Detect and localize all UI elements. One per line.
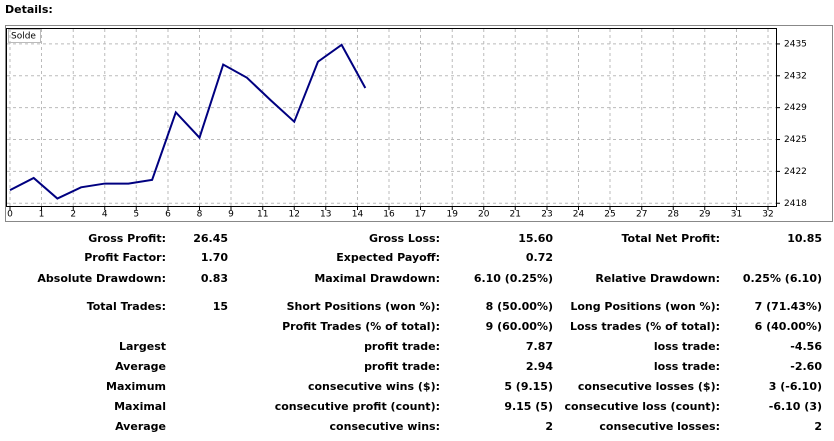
x-tick-label: 8 (197, 210, 203, 220)
cell-value: 15.60 (518, 232, 553, 245)
x-tick-label: 32 (762, 210, 773, 220)
x-tick-label: 28 (668, 210, 680, 220)
cell-value: -4.56 (790, 340, 822, 353)
x-tick-label: 19 (447, 210, 459, 220)
plot-area (6, 28, 777, 207)
cell-label: consecutive wins ($): (308, 380, 440, 393)
cell-label: Average (115, 420, 166, 433)
y-tick-label: 2418 (784, 199, 807, 209)
cell-value: 6.10 (0.25%) (474, 272, 553, 285)
cell-value: 0.83 (201, 272, 228, 285)
cell-label: Total Trades: (87, 300, 166, 313)
cell-label: consecutive losses: (599, 420, 720, 433)
cell-label: Long Positions (won %): (570, 300, 720, 313)
x-tick-label: 25 (604, 210, 615, 220)
cell-value: 0.25% (6.10) (743, 272, 822, 285)
x-tick-label: 21 (510, 210, 521, 220)
cell-value: 9 (60.00%) (486, 320, 553, 333)
x-tick-label: 13 (320, 210, 331, 220)
cell-value: 0.72 (526, 251, 553, 264)
cell-value: 3 (-6.10) (769, 380, 822, 393)
cell-value: 15 (213, 300, 228, 313)
x-tick-label: 17 (415, 210, 426, 220)
cell-label: consecutive profit (count): (275, 400, 440, 413)
cell-label: Largest (119, 340, 166, 353)
x-tick-label: 2 (70, 210, 76, 220)
cell-label: Average (115, 360, 166, 373)
y-tick-label: 2432 (784, 71, 807, 81)
cell-label: consecutive wins: (330, 420, 440, 433)
cell-value: 2 (545, 420, 553, 433)
x-tick-label: 12 (289, 210, 300, 220)
x-tick-label: 14 (352, 210, 364, 220)
cell-value: 26.45 (193, 232, 228, 245)
cell-label: Total Net Profit: (622, 232, 721, 245)
cell-label: Gross Loss: (369, 232, 440, 245)
x-tick-label: 23 (541, 210, 552, 220)
cell-label: Short Positions (won %): (287, 300, 440, 313)
cell-label: consecutive losses ($): (578, 380, 720, 393)
cell-value: 10.85 (787, 232, 822, 245)
x-tick-label: 4 (102, 210, 108, 220)
cell-value: 2 (814, 420, 822, 433)
x-tick-label: 20 (478, 210, 490, 220)
cell-label: Gross Profit: (88, 232, 166, 245)
balance-line (9, 43, 367, 200)
cell-label: loss trade: (654, 340, 720, 353)
cell-label: Maximum (106, 380, 166, 393)
cell-label: Relative Drawdown: (595, 272, 720, 285)
x-tick-label: 24 (573, 210, 585, 220)
x-tick-label: 9 (228, 210, 234, 220)
x-tick-label: 0 (7, 210, 13, 220)
cell-value: 7.87 (526, 340, 553, 353)
x-tick-label: 27 (636, 210, 647, 220)
cell-label: consecutive loss (count): (565, 400, 720, 413)
cell-label: Absolute Drawdown: (37, 272, 166, 285)
cell-label: Profit Trades (% of total): (282, 320, 440, 333)
cell-value: -2.60 (790, 360, 822, 373)
cell-label: Profit Factor: (84, 251, 166, 264)
legend-box (8, 29, 41, 43)
cell-label: Maximal Drawdown: (314, 272, 440, 285)
cell-label: loss trade: (654, 360, 720, 373)
cell-label: Maximal (114, 400, 166, 413)
cell-value: -6.10 (3) (769, 400, 822, 413)
x-tick-label: 1 (39, 210, 45, 220)
cell-value: 9.15 (5) (504, 400, 553, 413)
x-tick-label: 11 (257, 210, 268, 220)
x-tick-label: 6 (165, 210, 171, 220)
x-tick-label: 29 (699, 210, 711, 220)
cell-label: Expected Payoff: (336, 251, 440, 264)
y-tick-label: 2435 (784, 39, 807, 49)
legend-label: Solde (11, 32, 36, 42)
details-title: Details: (5, 3, 53, 16)
cell-value: 7 (71.43%) (755, 300, 822, 313)
cell-label: profit trade: (364, 340, 440, 353)
y-tick-label: 2422 (784, 167, 807, 177)
cell-label: Loss trades (% of total): (570, 320, 720, 333)
cell-value: 2.94 (526, 360, 553, 373)
cell-value: 8 (50.00%) (486, 300, 553, 313)
cell-value: 5 (9.15) (504, 380, 553, 393)
cell-value: 1.70 (201, 251, 228, 264)
y-tick-label: 2425 (784, 135, 807, 145)
cell-label: profit trade: (364, 360, 440, 373)
x-tick-label: 31 (731, 210, 742, 220)
x-tick-label: 16 (383, 210, 395, 220)
y-tick-label: 2429 (784, 103, 807, 113)
cell-value: 6 (40.00%) (755, 320, 822, 333)
x-tick-label: 5 (133, 210, 139, 220)
